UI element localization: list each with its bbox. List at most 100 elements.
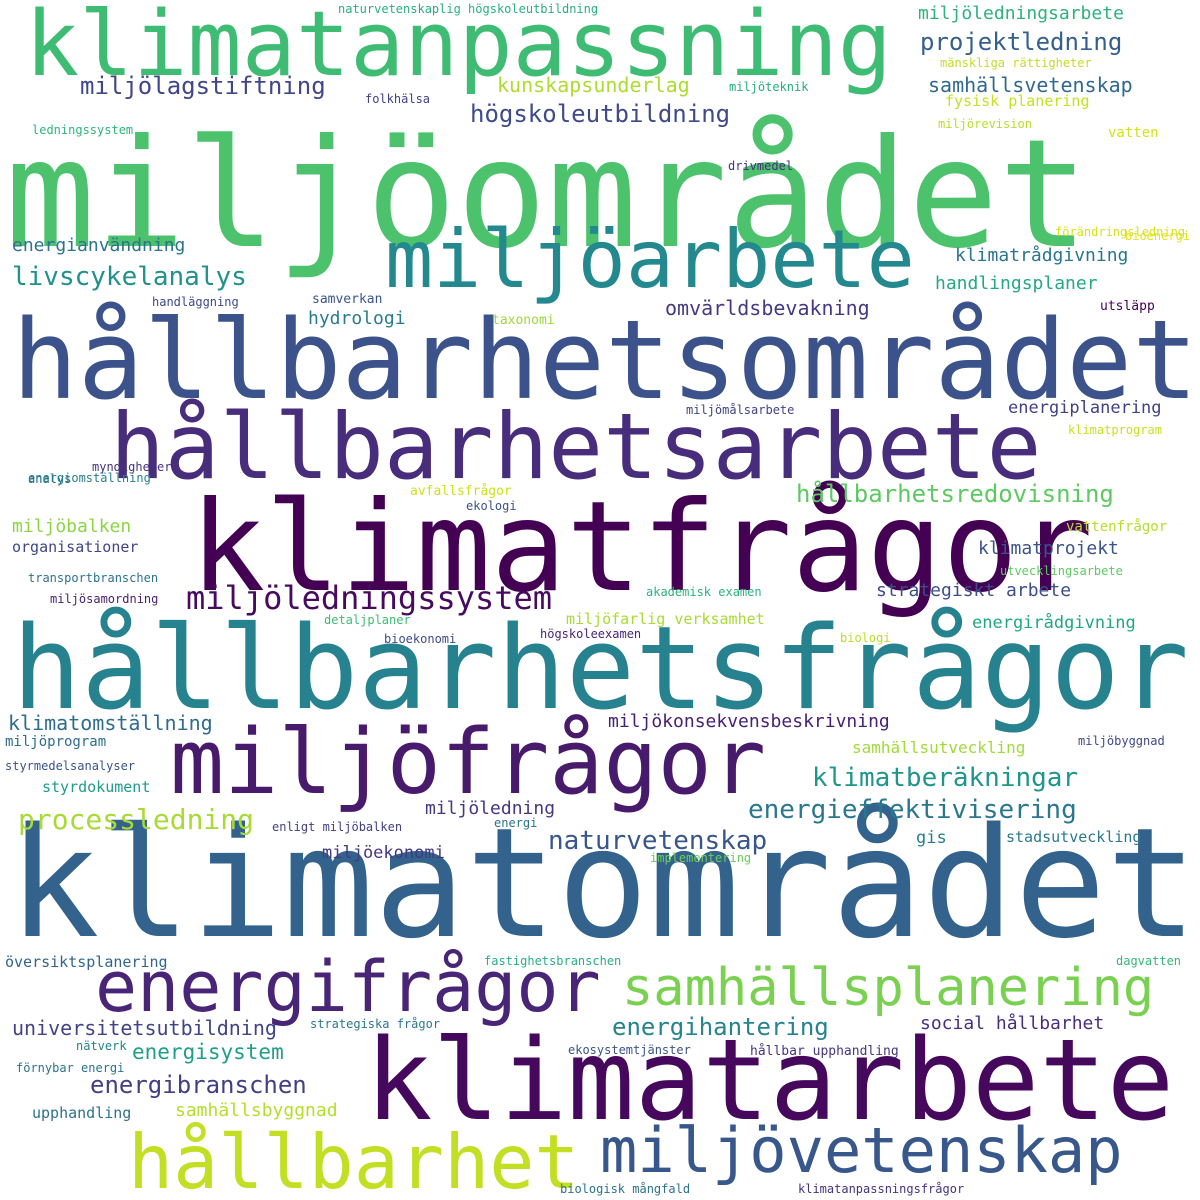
word-miljoarbete: miljöarbete <box>385 213 915 306</box>
word-energiomstallning: energiomställning <box>28 471 151 485</box>
word-samverkan: samverkan <box>312 292 383 307</box>
word-utslapp: utsläpp <box>1100 299 1155 314</box>
word-energifragor: energifrågor <box>95 946 601 1028</box>
word-miljorevision: miljörevision <box>938 117 1032 131</box>
word-transportbranschen: transportbranschen <box>28 571 159 585</box>
word-energisystem: energisystem <box>132 1040 284 1064</box>
word-hallbarhetsomradet: hållbarhetsområdet <box>12 296 1199 424</box>
word-samhallsutveckling: samhällsutveckling <box>852 738 1026 757</box>
word-miljofarlig-verksamhet: miljöfarlig verksamhet <box>566 610 765 628</box>
word-styrmedelsanalyser: styrmedelsanalyser <box>5 759 136 773</box>
word-samhallsbyggnad: samhällsbyggnad <box>175 1100 338 1121</box>
word-klimatomradet: klimatområdet <box>8 795 1198 972</box>
word-ledningssystem: ledningssystem <box>32 123 134 137</box>
word-miljomalsarbete: miljömålsarbete <box>686 403 795 417</box>
word-hogskoleutbildning: högskoleutbildning <box>470 100 731 128</box>
word-fysisk-planering: fysisk planering <box>945 92 1090 110</box>
word-miljoomradet: miljöområdet <box>5 108 1089 282</box>
word-detaljplaner: detaljplaner <box>324 613 411 627</box>
word-samhallsvetenskap: samhällsvetenskap <box>928 73 1133 97</box>
word-universitetsutbildning: universitetsutbildning <box>12 1016 277 1040</box>
word-implementering: implementering <box>650 851 752 865</box>
word-natverk: nätverk <box>76 1039 127 1053</box>
word-vattenfragor: vattenfrågor <box>1066 519 1168 535</box>
word-manskliga-rattigheter: mänskliga rättigheter <box>940 56 1092 70</box>
word-bioekonomi: bioekonomi <box>384 632 457 646</box>
word-hallbarhetsfragor: hållbarhetsfrågor <box>12 602 1190 736</box>
word-strategiskt-arbete: strategiskt arbete <box>876 580 1072 601</box>
word-miljobyggnad: miljöbyggnad <box>1078 734 1165 748</box>
word-fornybar-energi: förnybar energi <box>16 1061 125 1075</box>
word-klimatprojekt: klimatprojekt <box>978 538 1119 559</box>
word-organisationer: organisationer <box>12 538 139 556</box>
word-hogskoleexamen: högskoleexamen <box>540 627 642 641</box>
word-klimatanpassning: klimatanpassning <box>25 0 892 97</box>
word-oversiktsplanering: översiktsplanering <box>5 953 168 971</box>
word-klimatarbete: klimatarbete <box>365 1016 1175 1146</box>
word-hallbarhet: hållbarhet <box>128 1118 580 1200</box>
word-omvarldsbevakning: omvärldsbevakning <box>665 296 870 320</box>
word-klimatradgivning: klimatrådgivning <box>955 245 1129 266</box>
word-miljokonsekvensbeskrivning: miljökonsekvensbeskrivning <box>608 711 890 732</box>
word-social-hallbarhet: social hållbarhet <box>920 1013 1105 1034</box>
word-klimatfragor: klimatfrågor <box>190 475 1094 620</box>
word-miljoledningssystem: miljöledningssystem <box>186 579 553 617</box>
word-handlingsplaner: handlingsplaner <box>935 273 1098 294</box>
word-hallbarhetsarbete: hållbarhetsarbete <box>110 395 1042 500</box>
word-energihantering: energihantering <box>612 1013 829 1041</box>
word-biologisk-mangfald: biologisk mångfald <box>560 1182 691 1196</box>
word-naturvetenskaplig-hogskoleutbildning: naturvetenskaplig högskoleutbildning <box>338 2 599 16</box>
word-handlaggning: handläggning <box>152 295 239 309</box>
word-dagvatten: dagvatten <box>1116 954 1182 968</box>
word-akademisk-examen: akademisk examen <box>646 585 762 599</box>
word-ekosystemtjanster: ekosystemtjänster <box>568 1043 691 1057</box>
word-vatten: vatten <box>1108 125 1159 141</box>
word-miljoledningsarbete: miljöledningsarbete <box>918 3 1124 24</box>
word-folkhalsa: folkhälsa <box>365 92 431 106</box>
word-biologi: biologi <box>840 631 891 645</box>
word-energianvandning: energianvändning <box>12 235 186 256</box>
word-avfallsfragor: avfallsfrågor <box>410 484 512 499</box>
word-miljobalken: miljöbalken <box>12 516 132 537</box>
word-klimatberakningar: klimatberäkningar <box>812 763 1079 793</box>
word-miljoteknik: miljöteknik <box>729 80 809 94</box>
word-processledning: processledning <box>18 803 255 836</box>
word-fastighetsbranschen: fastighetsbranschen <box>484 954 622 968</box>
word-energieffektivisering: energieffektivisering <box>748 795 1077 825</box>
word-miljoledning: miljöledning <box>425 798 556 819</box>
word-myndigheter: myndigheter <box>92 460 172 474</box>
word-strategiska-fragor: strategiska frågor <box>310 1017 441 1031</box>
word-miljolagstiftning: miljölagstiftning <box>80 72 326 100</box>
word-projektledning: projektledning <box>920 28 1123 56</box>
word-samhallsplanering: samhällsplanering <box>622 958 1155 1018</box>
word-drivmedel: drivmedel <box>728 159 794 173</box>
word-miljovetenskap: miljövetenskap <box>600 1114 1123 1187</box>
word-miljofragor: miljöfrågor <box>170 710 767 815</box>
word-gis: gis <box>916 828 947 848</box>
word-energibranschen: energibranschen <box>90 1071 307 1099</box>
word-ekologi: ekologi <box>466 499 517 513</box>
word-energi: energi <box>494 816 538 830</box>
word-hallbarhetsredovisning: hållbarhetsredovisning <box>796 480 1114 508</box>
word-kunskapsunderlag: kunskapsunderlag <box>497 73 690 97</box>
word-utvecklingsarbete: utvecklingsarbete <box>1000 564 1123 578</box>
word-energiplanering: energiplanering <box>1008 398 1162 418</box>
word-stadsutveckling: stadsutveckling <box>1006 828 1142 846</box>
word-miljoprogram: miljöprogram <box>5 734 107 750</box>
word-livscykelanalys: livscykelanalys <box>12 262 247 292</box>
word-miljoekonomi: miljöekonomi <box>322 843 445 863</box>
word-hydrologi: hydrologi <box>308 308 406 329</box>
word-klimatomstallning: klimatomställning <box>8 711 213 735</box>
word-analys: analys <box>28 472 72 486</box>
word-energiradgivning: energirådgivning <box>972 613 1136 633</box>
word-upphandling: upphandling <box>32 1104 132 1122</box>
word-styrdokument: styrdokument <box>42 778 151 796</box>
word-enligt-miljobalken: enligt miljöbalken <box>272 820 403 834</box>
word-klimatanpassningsfragor: klimatanpassningsfrågor <box>798 1182 965 1196</box>
word-naturvetenskap: naturvetenskap <box>548 826 768 856</box>
word-miljosamordning: miljösamordning <box>50 592 159 606</box>
word-bioenergi: bioenergi <box>1125 229 1191 243</box>
word-hallbar-upphandling: hållbar upphandling <box>750 1044 899 1059</box>
word-forandringsledning: förändringsledning <box>1055 225 1186 239</box>
